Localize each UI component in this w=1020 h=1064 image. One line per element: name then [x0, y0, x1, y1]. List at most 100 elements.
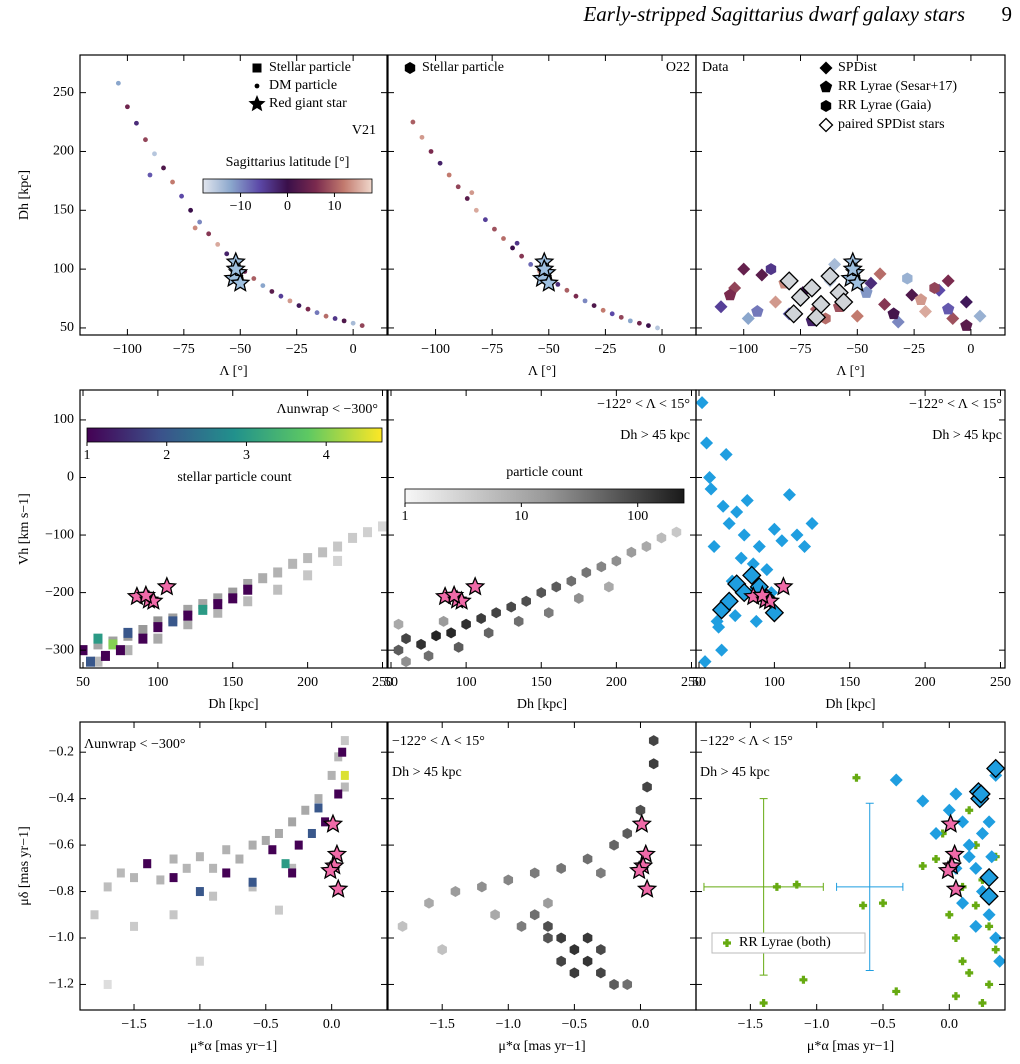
diamond-marker: [767, 522, 781, 536]
circle-marker: [134, 120, 139, 126]
hex-marker: [543, 897, 553, 909]
x-tick-label: 100: [456, 675, 477, 690]
hist-cell: [301, 805, 310, 815]
circle-marker: [514, 240, 520, 246]
panel-annotation: Dh > 45 kpc: [620, 428, 690, 443]
star-marker: [628, 859, 650, 880]
colorbar: [404, 488, 685, 504]
diamond-marker: [946, 312, 960, 326]
diamond-marker: [775, 534, 789, 548]
hist-cell: [261, 835, 270, 845]
hex-marker: [529, 867, 540, 879]
diamond-marker: [949, 787, 963, 801]
x-axis-label: μ*α [mas yr−1]: [498, 1039, 585, 1054]
circle-marker: [192, 225, 198, 231]
colorbar-tick-label: 10: [514, 509, 528, 524]
diamond-marker: [805, 517, 819, 531]
hex-marker: [397, 920, 408, 932]
x-tick-label: −25: [286, 342, 308, 357]
diamond-marker: [941, 274, 955, 288]
hist-cell: [182, 863, 191, 873]
hex-marker: [604, 581, 614, 593]
star-marker: [135, 584, 157, 605]
hist-cell: [243, 578, 253, 589]
panel-annotation: O22: [666, 60, 690, 75]
hist-cell: [156, 875, 165, 885]
hist-cell: [274, 905, 283, 915]
hist-cell: [169, 873, 178, 883]
x-tick-label: −0.5: [253, 1017, 278, 1032]
diamond-marker: [698, 655, 712, 668]
plot-area: [115, 80, 365, 328]
circle-marker: [170, 179, 175, 185]
hist-cell: [294, 840, 303, 850]
x-tick-label: −1.5: [738, 1017, 763, 1032]
star-marker: [322, 813, 344, 833]
hex-marker: [490, 909, 500, 921]
legend-label: Stellar particle: [269, 60, 351, 75]
y-tick-label: −200: [45, 585, 74, 600]
panel: 50 100 150 200 250 −300 −200 −100 0 100 Dh [kpc] Vh…: [17, 389, 393, 712]
y-tick-label: −0.4: [49, 791, 74, 806]
x-axis-label: μ*α [mas yr−1]: [190, 1039, 277, 1054]
hist-cell: [340, 782, 349, 792]
hex-marker: [574, 592, 584, 604]
circle-marker: [473, 207, 479, 213]
legend-marker: [404, 62, 416, 74]
pentagon-marker: [942, 302, 955, 315]
star-marker: [534, 258, 555, 278]
panel-annotation: −122° < Λ < 15°: [392, 734, 485, 749]
diamond-marker: [828, 257, 842, 271]
diamond-marker: [989, 931, 1003, 945]
circle-marker: [296, 303, 302, 308]
plot-area: [703, 758, 1005, 1008]
plus-marker: [951, 934, 960, 942]
hist-cell: [183, 604, 193, 615]
hex-marker: [609, 978, 619, 990]
diamond-marker: [696, 396, 709, 410]
circle-marker: [492, 226, 497, 232]
y-tick-label: 150: [53, 203, 74, 218]
circle-marker: [314, 310, 320, 316]
star-marker: [225, 258, 246, 278]
plus-marker: [772, 882, 781, 891]
colorbar-tick-label: 4: [323, 448, 330, 463]
diamond-marker: [929, 826, 943, 840]
hist-cell: [123, 645, 133, 656]
hist-cell: [243, 596, 253, 607]
hex-marker: [461, 618, 471, 630]
x-tick-label: 250: [681, 675, 702, 690]
diamond-marker: [918, 304, 932, 318]
y-tick-label: −0.8: [49, 884, 74, 899]
hist-cell: [116, 868, 125, 878]
circle-marker: [455, 184, 461, 190]
hex-marker: [626, 546, 637, 558]
circle-marker: [147, 172, 153, 178]
hist-cell: [93, 639, 103, 650]
star-marker: [940, 813, 961, 833]
star-marker: [328, 878, 349, 898]
hex-marker: [401, 633, 411, 645]
hex-marker: [544, 607, 554, 619]
plus-marker: [799, 975, 808, 984]
diamond-marker: [719, 591, 739, 611]
hex-marker: [648, 758, 659, 770]
hist-cell: [288, 558, 298, 569]
plot-area: [397, 735, 659, 990]
panel-annotation: V21: [352, 123, 376, 138]
pentagon-marker: [960, 319, 973, 331]
hex-marker: [611, 555, 622, 567]
hex-marker: [453, 641, 464, 653]
x-tick-label: −1.5: [121, 1017, 146, 1032]
circle-marker: [591, 303, 597, 308]
star-marker: [842, 258, 863, 278]
hist-cell: [183, 619, 193, 630]
diamond-marker: [737, 528, 751, 542]
panel-annotation: −122° < Λ < 15°: [597, 397, 690, 412]
x-axis-label: Dh [kpc]: [825, 697, 875, 712]
plus-marker: [792, 880, 801, 889]
x-tick-label: 0.0: [941, 1017, 959, 1032]
hex-marker: [543, 920, 553, 932]
diamond-marker: [982, 815, 996, 829]
circle-marker: [528, 262, 534, 267]
